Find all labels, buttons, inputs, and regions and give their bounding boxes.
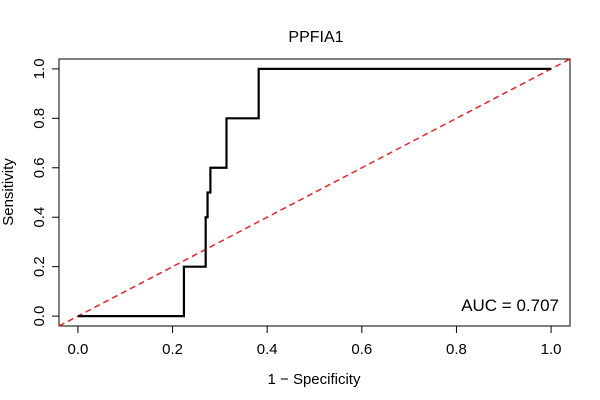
reference-diagonal-line [58, 58, 571, 327]
y-axis: 0.0 0.2 0.4 0.6 0.8 1.0 [31, 58, 60, 327]
x-tick-label: 1.0 [541, 341, 562, 358]
x-tick-label: 0.6 [351, 341, 372, 358]
x-axis-label: 1 − Specificity [268, 371, 361, 388]
auc-annotation: AUC = 0.707 [461, 296, 559, 315]
x-tick-label: 0.4 [257, 341, 278, 358]
y-tick-label: 0.4 [31, 207, 48, 228]
x-tick-label: 0.0 [67, 341, 88, 358]
y-tick-label: 1.0 [31, 58, 48, 79]
y-axis-label: Sensitivity [0, 158, 17, 226]
x-tick-label: 0.2 [162, 341, 183, 358]
roc-curve-line [77, 67, 552, 318]
x-tick-label: 0.8 [446, 341, 467, 358]
y-tick-label: 0.8 [31, 108, 48, 129]
y-tick-label: 0.2 [31, 256, 48, 277]
y-tick-label: 0.0 [31, 306, 48, 327]
y-tick-label: 0.6 [31, 157, 48, 178]
x-axis: 0.0 0.2 0.4 0.6 0.8 1.0 [67, 325, 562, 358]
chart-title: PPFIA1 [288, 29, 343, 46]
